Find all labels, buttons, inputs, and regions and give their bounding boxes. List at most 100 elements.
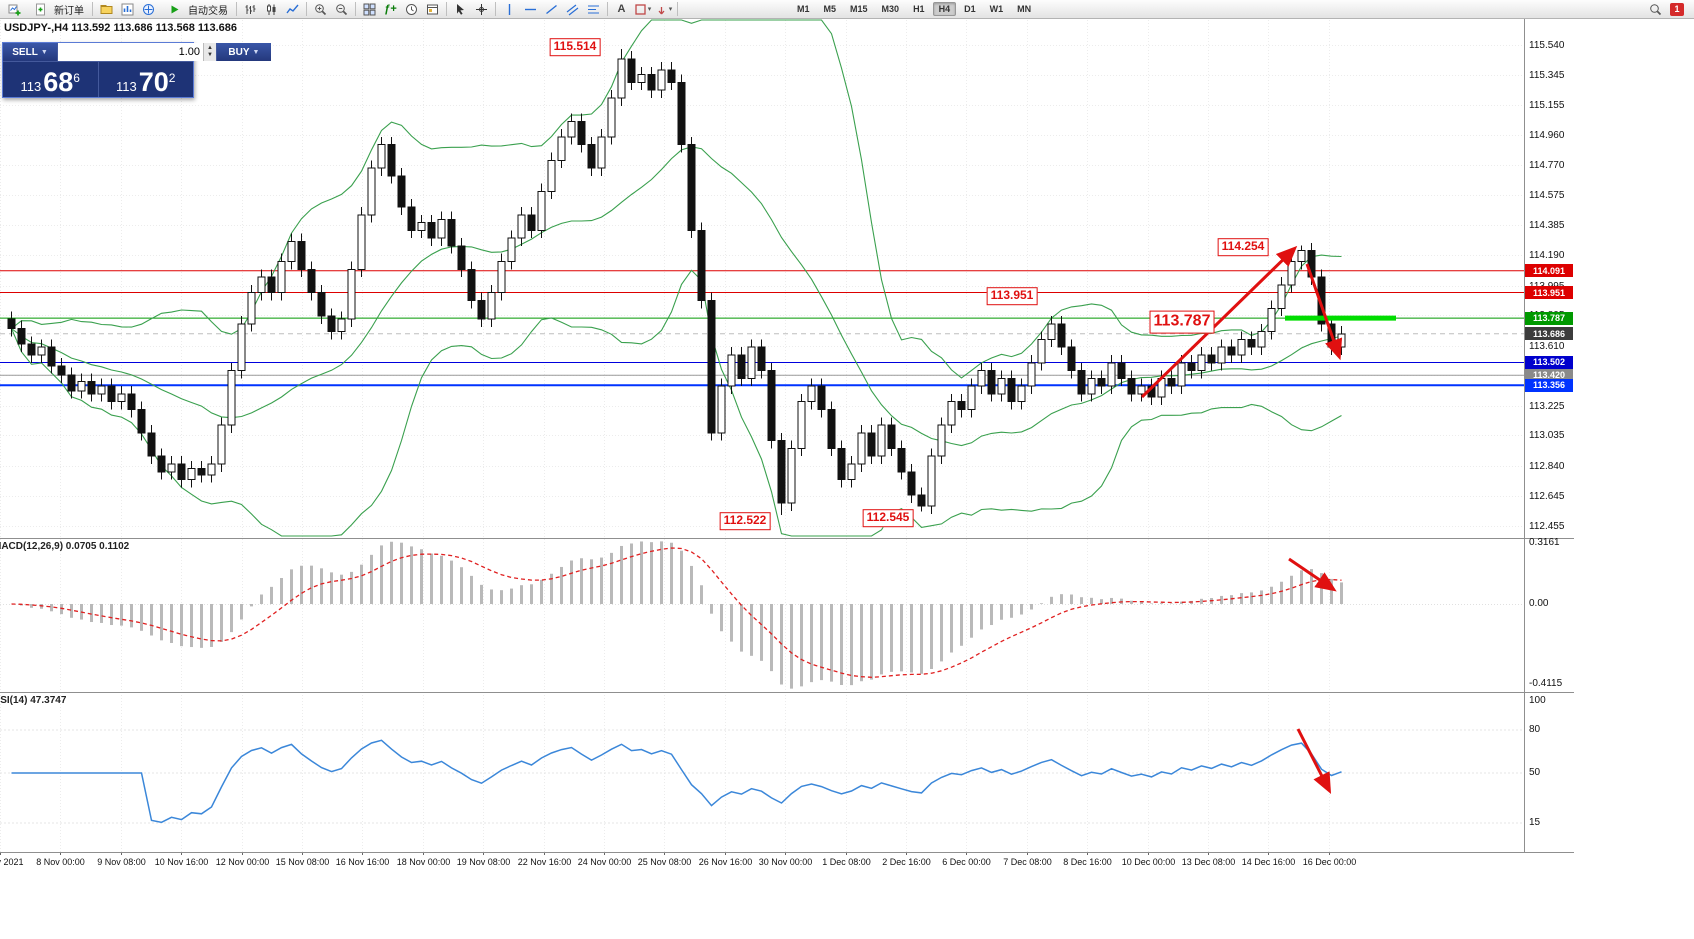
- zoom-in-icon[interactable]: [310, 1, 331, 18]
- price-axis-label: 115.540: [1529, 39, 1565, 51]
- arrows-icon[interactable]: ▾: [653, 1, 674, 18]
- sell-price-prefix: 113: [20, 79, 42, 94]
- timeframe-h4[interactable]: H4: [932, 2, 957, 16]
- trend-arrow-3[interactable]: [1288, 557, 1337, 592]
- chart-grid: [0, 20, 1524, 855]
- trend-arrow-1[interactable]: [1140, 245, 1298, 399]
- macd-scale-label: 0.3161: [1529, 537, 1560, 548]
- timeframe-m1[interactable]: M1: [797, 4, 810, 14]
- periods-icon[interactable]: [401, 1, 422, 18]
- buy-button[interactable]: BUY ▼: [216, 43, 271, 61]
- chevron-down-icon[interactable]: ▼: [252, 48, 260, 56]
- search-icon[interactable]: [1645, 1, 1666, 18]
- rsi-indicator: [11, 739, 1342, 824]
- main-toolbar: 新订单 自动交易 ƒ+: [0, 0, 1694, 19]
- toolbar-separator: [677, 2, 678, 16]
- price-axis-label: 114.575: [1529, 189, 1565, 201]
- price-callout-label[interactable]: 112.545: [862, 509, 914, 527]
- new-order-icon: [30, 1, 51, 18]
- price-callout-label[interactable]: 113.787: [1149, 310, 1215, 334]
- cursor-icon[interactable]: [450, 1, 471, 18]
- time-axis-label: 4 Nov 2021: [0, 857, 24, 867]
- price-callout-label[interactable]: 113.951: [986, 287, 1038, 305]
- timeframe-h1[interactable]: H1: [913, 4, 925, 14]
- templates-icon[interactable]: [422, 1, 443, 18]
- horizontal-line-icon[interactable]: [520, 1, 541, 18]
- trade-panel-prices: 113 68 6 113 70 2: [3, 62, 193, 97]
- crosshair-icon[interactable]: [471, 1, 492, 18]
- buy-price[interactable]: 113 70 2: [99, 62, 194, 97]
- indicators-icon[interactable]: ƒ+: [384, 2, 397, 15]
- sell-price[interactable]: 113 68 6: [3, 62, 98, 97]
- trend-arrow-2[interactable]: [1305, 263, 1343, 361]
- macd-scale-label: 0.00: [1529, 598, 1549, 609]
- zoom-out-icon[interactable]: [331, 1, 352, 18]
- shapes-icon[interactable]: ▾: [632, 1, 653, 18]
- chart-bars-icon[interactable]: [240, 1, 261, 18]
- tile-windows-icon[interactable]: [359, 1, 380, 18]
- time-axis-label: 8 Dec 16:00: [1063, 857, 1112, 867]
- time-axis-label: 25 Nov 08:00: [637, 857, 692, 867]
- time-axis-label: 12 Nov 00:00: [215, 857, 270, 867]
- sell-button[interactable]: SELL ▼: [3, 43, 57, 61]
- price-axis-label: 115.155: [1529, 99, 1565, 111]
- price-callout-label[interactable]: 114.254: [1217, 238, 1269, 256]
- trend-arrow-4[interactable]: [1296, 728, 1332, 795]
- rsi-scale-label: 50: [1529, 767, 1541, 778]
- timeframe-d1[interactable]: D1: [964, 4, 976, 14]
- time-axis-label: 22 Nov 16:00: [517, 857, 572, 867]
- channel-icon[interactable]: [562, 1, 583, 18]
- price-tag-113.356: 113.356: [1525, 378, 1573, 392]
- sell-price-sup: 6: [73, 71, 80, 85]
- time-axis-label: 6 Dec 00:00: [942, 857, 991, 867]
- buy-price-main: 70: [138, 67, 169, 97]
- price-callout-label[interactable]: 112.522: [719, 512, 771, 530]
- price-axis-label: 113.995: [1529, 281, 1564, 292]
- time-axis-label: 15 Nov 08:00: [275, 857, 330, 867]
- time-axis-label: 30 Nov 00:00: [758, 857, 813, 867]
- volume-spinner: ▲ ▼: [203, 43, 216, 61]
- autotrading-button[interactable]: 自动交易: [159, 1, 233, 18]
- market-watch-icon[interactable]: [117, 1, 138, 18]
- candlestick-series: [7, 49, 1346, 516]
- time-axis-label: 2 Dec 16:00: [882, 857, 931, 867]
- price-callout-label[interactable]: 115.514: [549, 38, 601, 56]
- navigator-icon[interactable]: [138, 1, 159, 18]
- chevron-down-icon[interactable]: ▼: [40, 48, 48, 56]
- toolbar-separator: [607, 2, 608, 16]
- sell-price-main: 68: [43, 67, 74, 97]
- new-chart-icon[interactable]: [4, 1, 25, 18]
- text-icon[interactable]: A: [617, 2, 626, 15]
- timeframe-m30[interactable]: M30: [881, 4, 900, 14]
- macd-scale-label: -0.4115: [1529, 678, 1563, 689]
- price-axis-label: 113.610: [1529, 340, 1565, 352]
- price-tag-113.787: 113.787: [1525, 311, 1573, 325]
- new-order-label: 新订单: [54, 5, 84, 17]
- timeframe-m15[interactable]: M15: [850, 4, 868, 14]
- time-axis-label: 19 Nov 08:00: [456, 857, 511, 867]
- time-axis-label: 26 Nov 16:00: [698, 857, 753, 867]
- data-folder-icon[interactable]: [96, 1, 117, 18]
- volume-up-icon[interactable]: ▲: [207, 45, 213, 51]
- vertical-line-icon[interactable]: [499, 1, 520, 18]
- chart-candles-icon[interactable]: [261, 1, 282, 18]
- volume-down-icon[interactable]: ▼: [207, 52, 213, 58]
- sell-label: SELL: [12, 46, 38, 58]
- timeframe-m5[interactable]: M5: [823, 4, 837, 14]
- trendline-icon[interactable]: [541, 1, 562, 18]
- timeframe-mn[interactable]: MN: [1017, 4, 1032, 14]
- volume-input[interactable]: [58, 43, 203, 61]
- new-order-button[interactable]: 新订单: [25, 1, 89, 18]
- timeframe-w1[interactable]: W1: [989, 4, 1004, 14]
- buy-label: BUY: [228, 46, 250, 58]
- macd-indicator: [11, 541, 1343, 689]
- notification-badge[interactable]: 1: [1670, 2, 1684, 16]
- autotrading-label: 自动交易: [188, 5, 228, 17]
- fibonacci-icon[interactable]: [583, 1, 604, 18]
- price-axis-label: 114.770: [1529, 159, 1565, 171]
- panel-frames: [0, 19, 1574, 853]
- chart-line-icon[interactable]: [282, 1, 303, 18]
- toolbar-separator: [92, 2, 93, 16]
- time-axis-label: 13 Dec 08:00: [1181, 857, 1236, 867]
